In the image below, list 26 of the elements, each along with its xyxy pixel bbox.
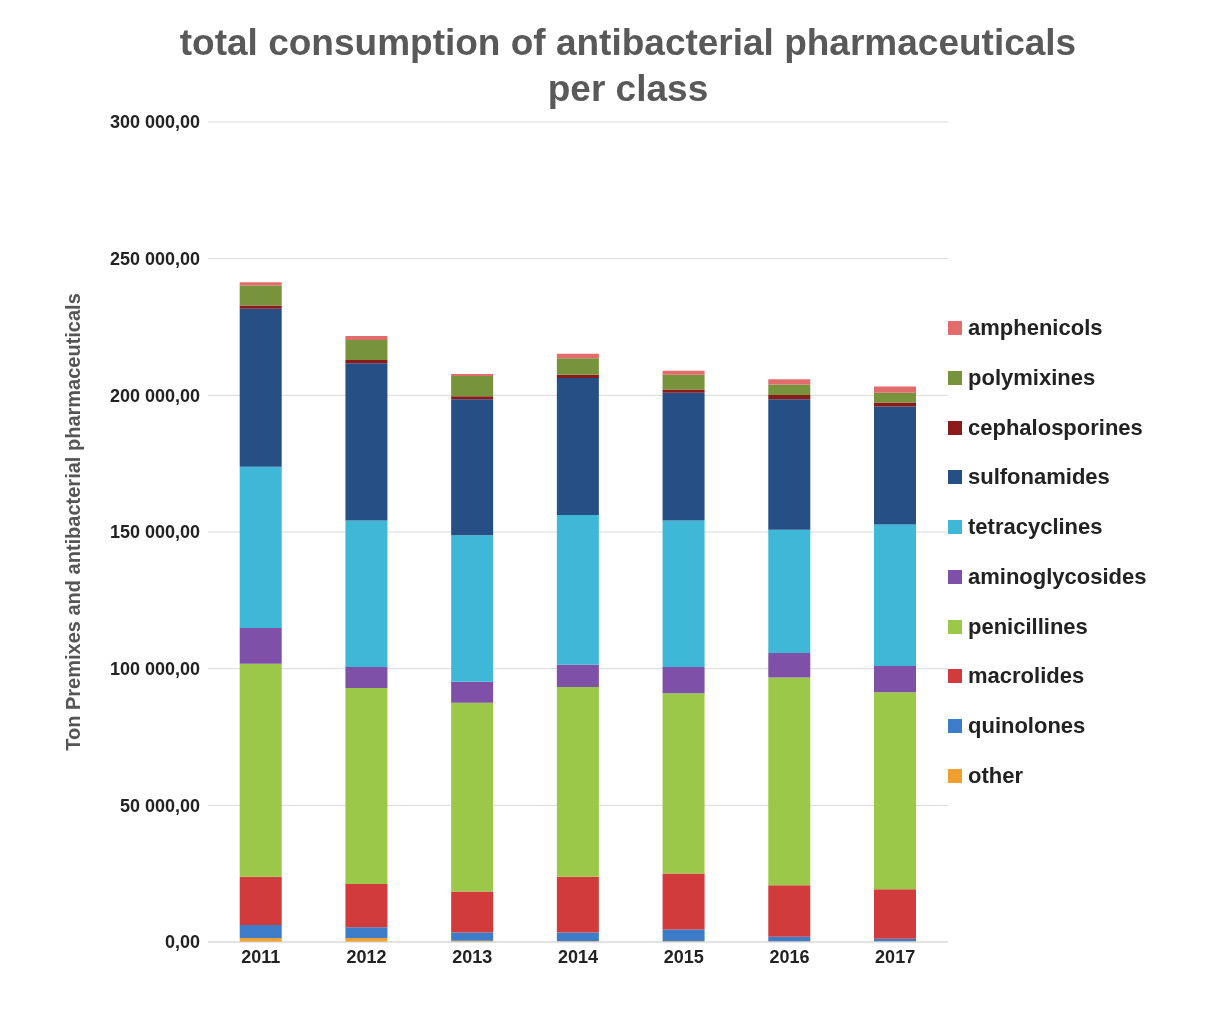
legend-label: penicillines [968, 613, 1088, 640]
legend-label: sulfonamides [968, 464, 1110, 491]
legend-label: amphenicols [968, 314, 1103, 341]
x-tick-label: 2011 [241, 946, 281, 967]
y-tick-label: 250 000,00 [109, 249, 200, 270]
x-tick-label: 2013 [452, 946, 493, 967]
legend-label: tetracyclines [968, 514, 1103, 541]
y-tick-label: 150 000,00 [109, 522, 200, 543]
y-tick-label: 50 000,00 [119, 795, 200, 816]
legend-label: quinolones [968, 713, 1086, 740]
legend-label: macrolides [968, 663, 1085, 690]
x-tick-label: 2012 [346, 946, 387, 967]
y-tick-label: 0,00 [164, 932, 200, 953]
x-tick-label: 2015 [663, 946, 704, 967]
y-axis-title: Ton Premixes and antibacterial pharmaceuticals [62, 293, 85, 751]
y-tick-label: 300 000,00 [109, 112, 200, 133]
legend-label: other [968, 763, 1023, 790]
x-tick-label: 2016 [769, 946, 810, 967]
y-tick-label: 200 000,00 [109, 385, 200, 406]
x-tick-label: 2017 [875, 946, 916, 967]
legend-label: cephalosporines [968, 414, 1143, 441]
y-tick-label: 100 000,00 [109, 659, 200, 680]
legend-label: aminoglycosides [968, 563, 1147, 590]
legend-label: polymixines [968, 364, 1096, 391]
x-tick-label: 2014 [557, 946, 599, 967]
chart-title: total consumption of antibacterial pharmaceuticals per class [178, 21, 1078, 111]
